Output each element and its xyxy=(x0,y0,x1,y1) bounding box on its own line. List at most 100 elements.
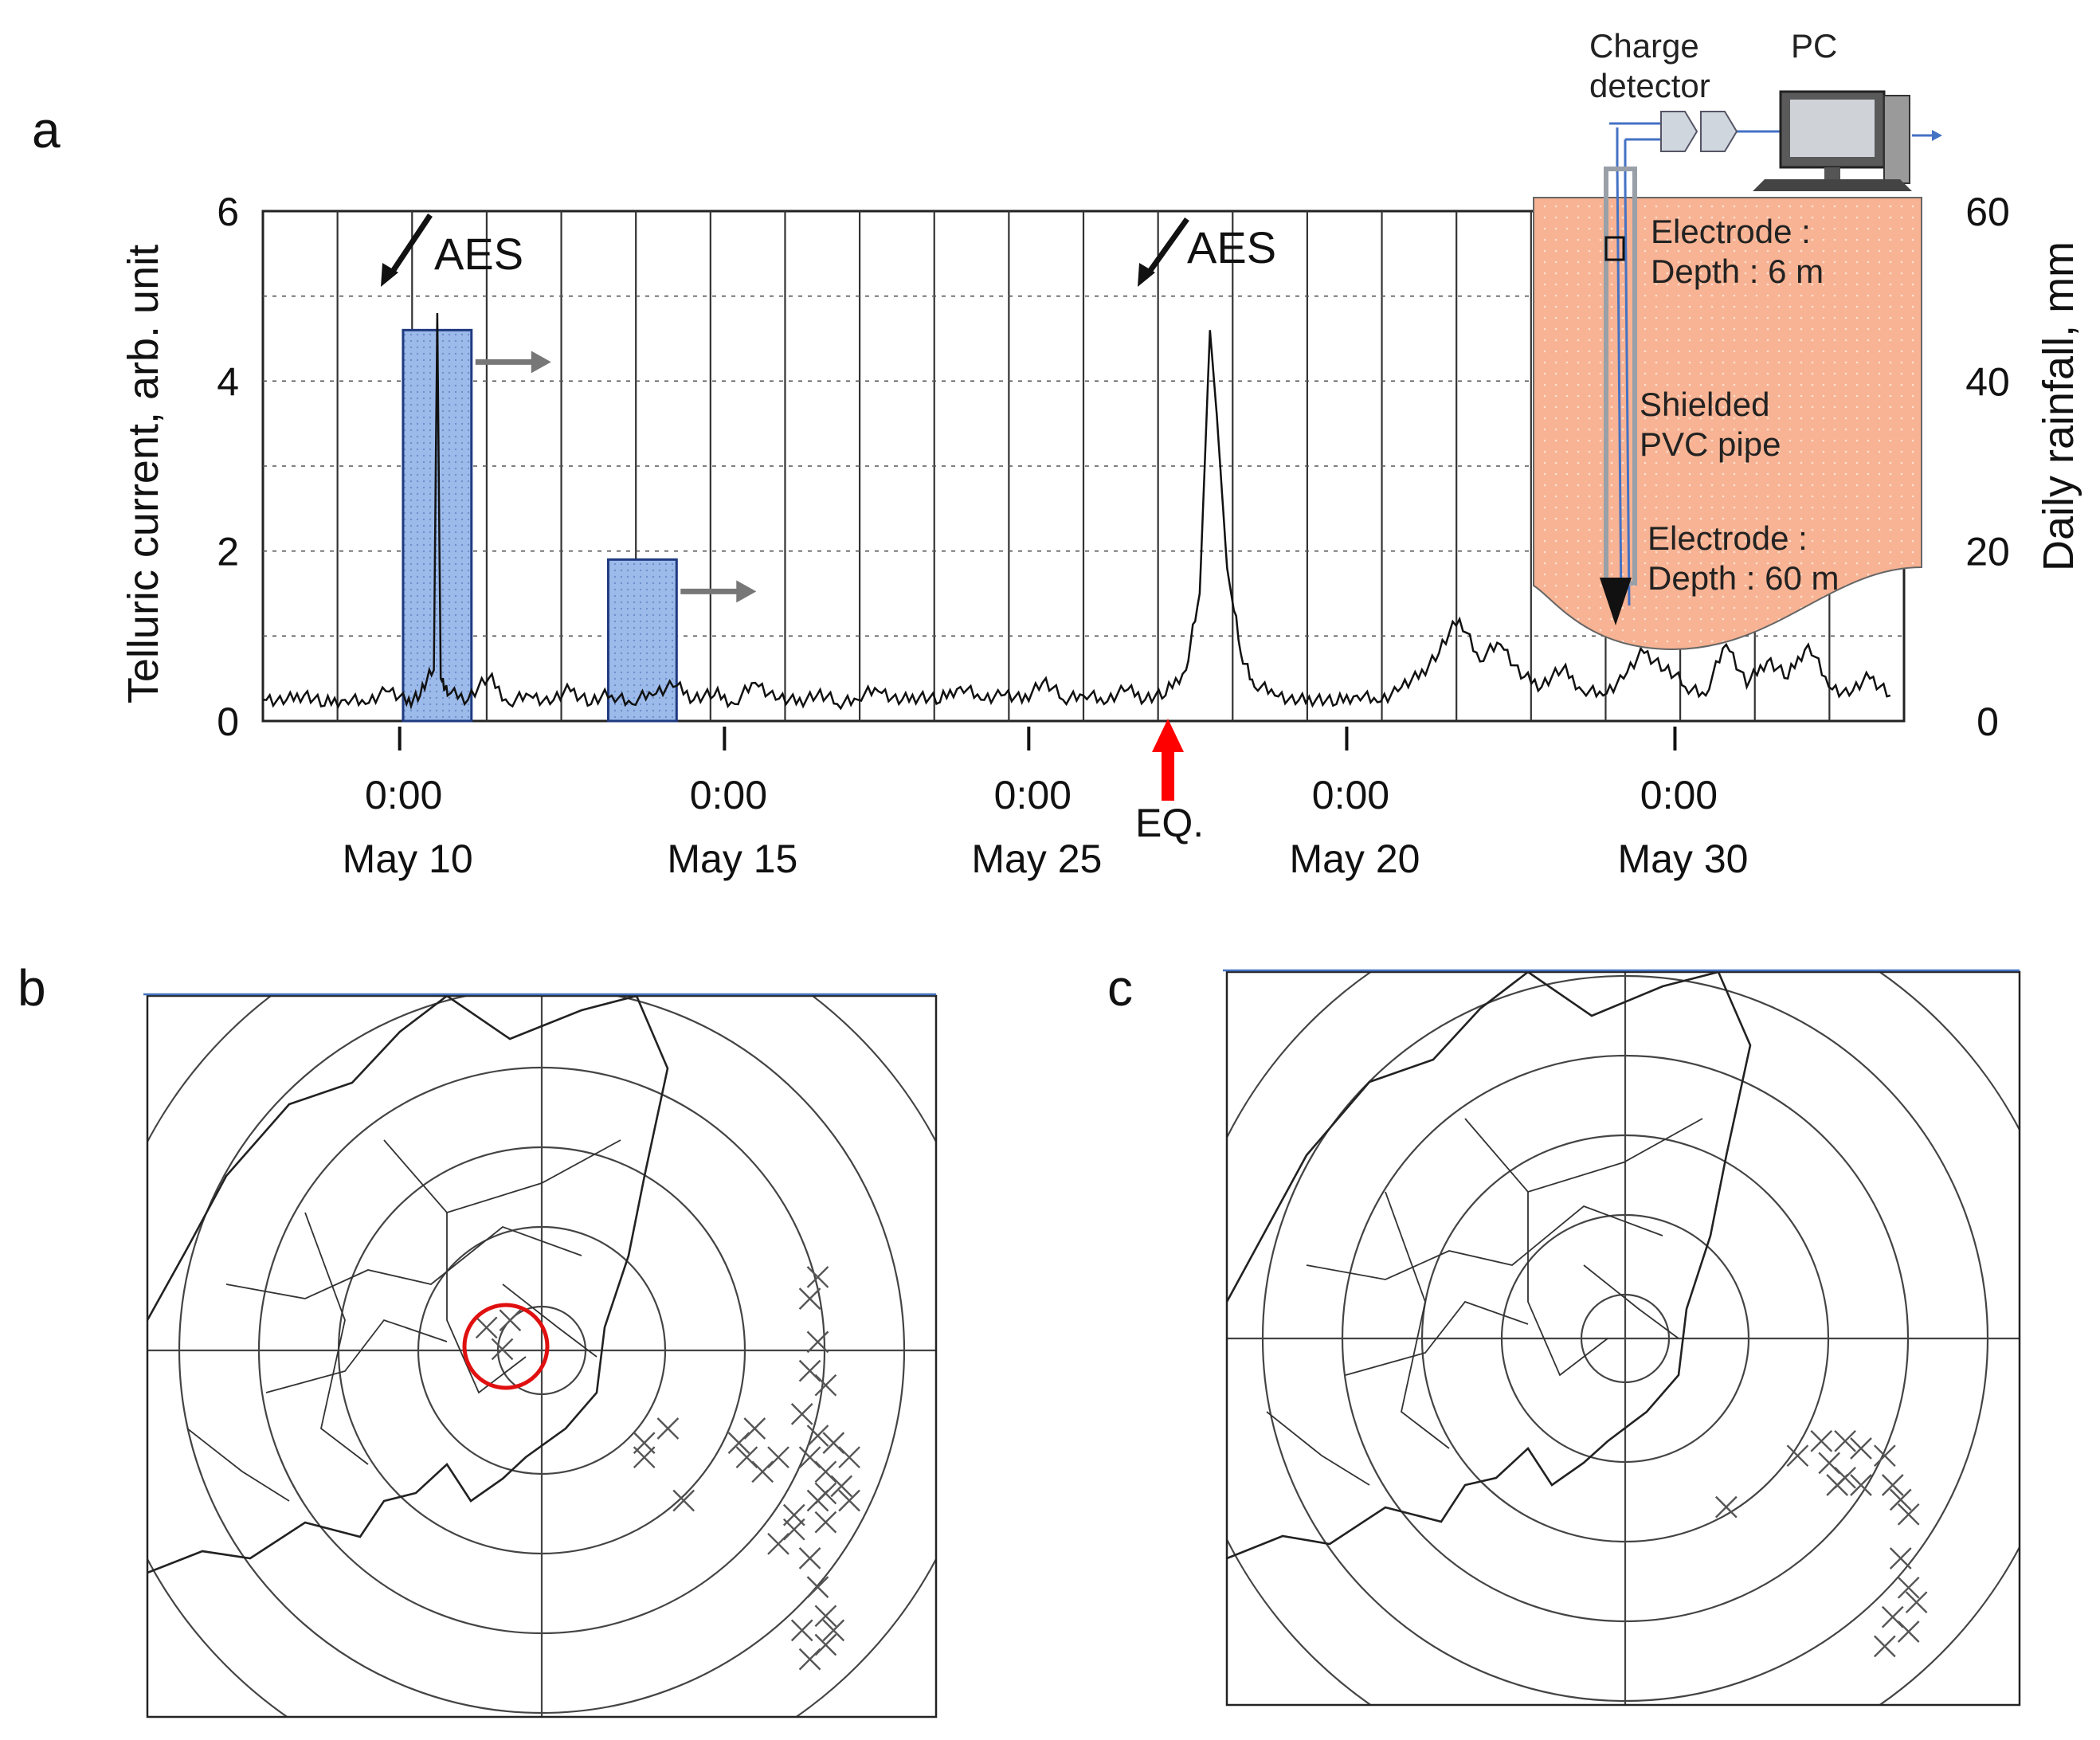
seismic-marker xyxy=(814,1511,837,1534)
y-right-ticks: 0 20 40 60 xyxy=(1965,190,2010,744)
bar-arrows xyxy=(475,351,757,603)
map-frame xyxy=(146,994,938,1718)
y-left-tick-label: 6 xyxy=(217,190,239,234)
telluric-trace xyxy=(262,312,1891,711)
seismic-marker xyxy=(830,1475,853,1498)
panel-letter-a: a xyxy=(32,101,61,159)
seismic-marker xyxy=(1834,1429,1856,1452)
seismic-marker xyxy=(1874,1444,1896,1468)
seismic-marker xyxy=(656,1417,680,1440)
x-tick-time: 0:00 xyxy=(1312,773,1389,817)
seismic-marker xyxy=(1897,1503,1920,1526)
aes-label-1: AES xyxy=(434,229,523,279)
seismic-marker xyxy=(838,1489,860,1512)
map-b xyxy=(143,993,938,1718)
prefecture-boundary xyxy=(304,1212,369,1465)
epicenter-circle xyxy=(462,1303,550,1390)
seismic-marker xyxy=(798,1648,821,1671)
y-right-tick-label: 0 xyxy=(1977,700,1999,744)
seismic-marker xyxy=(814,1374,837,1397)
rainfall-bar xyxy=(606,558,678,723)
rainfall-bars xyxy=(402,328,678,723)
y-right-tick-label: 60 xyxy=(1965,190,2010,234)
inset-electrode-1: Electrode : xyxy=(1651,213,1811,250)
y-right-tick-label: 40 xyxy=(1965,359,2010,404)
inset-depth-2: Depth : 60 m xyxy=(1647,559,1839,597)
wire-outer xyxy=(1616,127,1623,606)
aes-label-2: AES xyxy=(1187,222,1276,272)
bar-arrowhead xyxy=(736,580,757,603)
seismic-marker xyxy=(633,1446,656,1469)
seismic-marker xyxy=(1850,1437,1872,1460)
seismic-marker xyxy=(475,1316,498,1339)
seismic-marker xyxy=(806,1425,829,1447)
ground-block xyxy=(1533,197,1922,651)
seismic-marker xyxy=(790,1403,813,1425)
y-left-ticks: 0 2 4 6 xyxy=(217,190,239,744)
eq-label: EQ. xyxy=(1135,801,1204,845)
seismic-marker xyxy=(790,1619,813,1642)
y-left-tick-label: 2 xyxy=(217,530,239,574)
seismic-marker xyxy=(1826,1474,1848,1496)
map-frame xyxy=(1225,970,2021,1707)
y-left-tick-label: 0 xyxy=(217,700,239,744)
x-tick-date: May 25 xyxy=(971,837,1102,881)
eq-marker: EQ. xyxy=(1135,719,1204,845)
seismic-marker xyxy=(491,1338,514,1361)
seismic-marker xyxy=(727,1432,750,1454)
seismic-marker xyxy=(814,1605,837,1628)
seismic-marker xyxy=(806,1266,829,1288)
seismic-marker xyxy=(1889,1488,1912,1511)
electrode-lower xyxy=(1600,578,1632,625)
amp-1 xyxy=(1660,111,1698,152)
seismic-marker xyxy=(798,1287,821,1310)
coastline xyxy=(1227,972,1752,1560)
y-left-title: Telluric current, arb. unit xyxy=(119,245,167,703)
seismic-marker xyxy=(782,1518,805,1541)
inset-depth-1: Depth : 6 m xyxy=(1651,253,1824,290)
x-tick-date: May 15 xyxy=(667,837,797,881)
x-tick-time: 0:00 xyxy=(1640,773,1718,817)
prefecture-boundary xyxy=(1345,1300,1529,1376)
wire-inner xyxy=(1624,139,1631,606)
seismic-marker xyxy=(806,1330,829,1354)
x-tick-date: May 30 xyxy=(1617,837,1748,881)
inset-shielded-2: PVC pipe xyxy=(1640,425,1781,463)
seismic-marker xyxy=(814,1633,837,1656)
x-tick-time: 0:00 xyxy=(690,773,767,817)
seismic-marker xyxy=(1905,1591,1928,1614)
seismic-marker xyxy=(814,1460,837,1483)
seismic-marker xyxy=(1874,1635,1896,1658)
x-tick-time: 0:00 xyxy=(994,773,1072,817)
seismic-marker xyxy=(806,1576,829,1598)
pc-icon xyxy=(1753,90,1942,191)
amp-2 xyxy=(1700,111,1738,152)
panel-letter-c: c xyxy=(1107,959,1133,1017)
seismic-marker xyxy=(735,1446,758,1469)
bar-arrowhead xyxy=(531,351,551,374)
prefecture-boundary xyxy=(265,1319,448,1393)
prefecture-boundary xyxy=(1583,1264,1679,1339)
eq-arrow xyxy=(1152,719,1184,801)
x-tick-date: May 10 xyxy=(343,837,473,881)
seismic-marker xyxy=(814,1482,837,1505)
seismic-marker xyxy=(1897,1576,1920,1599)
seismic-marker xyxy=(798,1547,821,1570)
prefecture-boundary xyxy=(225,1225,582,1299)
seismic-marker xyxy=(838,1446,860,1469)
prefecture-boundary xyxy=(383,1139,621,1214)
seismic-marker xyxy=(822,1619,845,1642)
y-right-title: Daily rainfall, mm xyxy=(2035,241,2082,571)
prefecture-boundary xyxy=(186,1428,290,1502)
prefecture-boundary xyxy=(1527,1192,1608,1377)
x-tick-time: 0:00 xyxy=(365,773,442,817)
inset-charge-detector-1: Charge xyxy=(1589,27,1699,65)
inset-pc-label: PC xyxy=(1791,27,1837,65)
seismic-marker xyxy=(499,1309,522,1332)
aes-annotation-1: AES xyxy=(381,214,523,287)
electrode-upper xyxy=(1604,236,1625,261)
prefecture-boundary xyxy=(1306,1205,1663,1280)
y-left-tick-label: 4 xyxy=(217,359,239,404)
x-ticks: 0:00 May 10 0:00 May 15 0:00 May 25 0:00 May 20… xyxy=(343,727,1748,881)
